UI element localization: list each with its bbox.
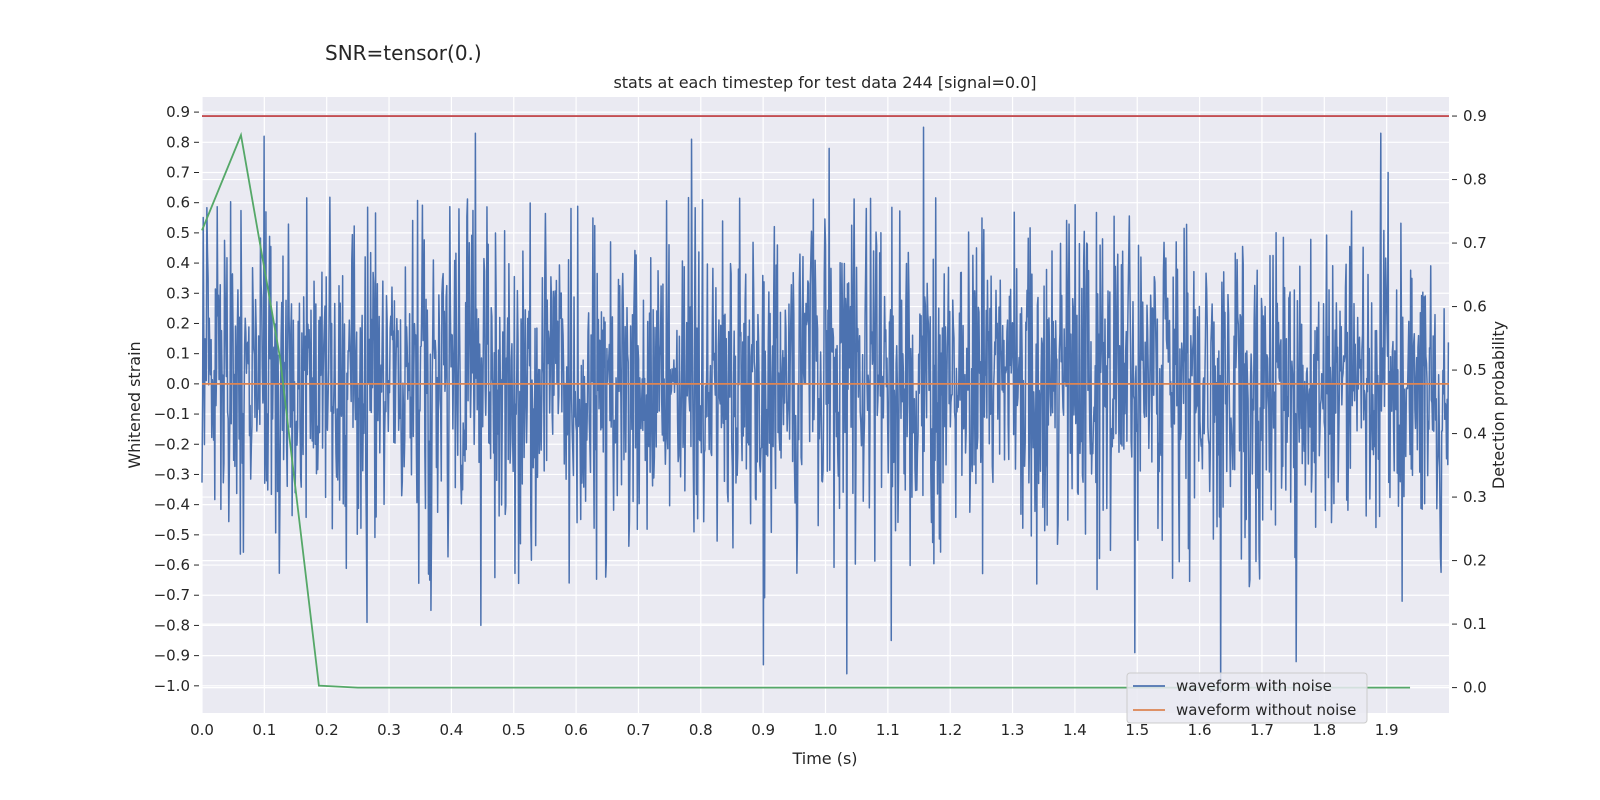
y-tick-label: 0.2 bbox=[166, 314, 190, 332]
y-tick-label: 0.7 bbox=[166, 163, 190, 181]
x-tick-label: 1.4 bbox=[1063, 721, 1087, 739]
y-tick-label: −0.1 bbox=[154, 405, 190, 423]
y-axis-left: 0.9 0.8 0.7 0.6 0.5 0.4 0.3 0.2 0.1 0.0 −0.1 −0.2 −0… bbox=[154, 103, 199, 695]
x-tick-label: 0.7 bbox=[627, 721, 651, 739]
legend-box bbox=[1126, 672, 1368, 724]
y2-tick-label: 0.7 bbox=[1463, 234, 1487, 252]
y-tick-label: 0.6 bbox=[166, 194, 190, 212]
x-tick-label: 0.8 bbox=[689, 721, 713, 739]
y-tick-label: −0.9 bbox=[154, 647, 190, 665]
y2-axis-label: Detection probability bbox=[1489, 321, 1508, 489]
y2-tick-label: 0.0 bbox=[1463, 679, 1487, 697]
y2-tick-label: 0.2 bbox=[1463, 552, 1487, 570]
x-tick-label: 1.5 bbox=[1125, 721, 1149, 739]
y2-tick-label: 0.9 bbox=[1463, 107, 1487, 125]
x-tick-label: 0.3 bbox=[377, 721, 401, 739]
y-tick-label: 0.4 bbox=[166, 254, 190, 272]
y2-tick-label: 0.6 bbox=[1463, 298, 1487, 316]
y2-tick-label: 0.4 bbox=[1463, 425, 1487, 443]
y-tick-label: 0.0 bbox=[166, 375, 190, 393]
legend-label-noise: waveform with noise bbox=[1176, 677, 1332, 695]
y-tick-label: −0.5 bbox=[154, 526, 190, 544]
x-tick-label: 0.1 bbox=[252, 721, 276, 739]
y-tick-label: 0.9 bbox=[166, 103, 190, 121]
x-axis: 0.0 0.1 0.2 0.3 0.4 0.5 0.6 0.7 0.8 0.9 1.0 1.1 1.2 1… bbox=[190, 721, 1399, 739]
y-tick-label: −0.4 bbox=[154, 496, 190, 514]
x-tick-label: 0.9 bbox=[751, 721, 775, 739]
x-tick-label: 1.2 bbox=[938, 721, 962, 739]
x-tick-label: 0.4 bbox=[439, 721, 463, 739]
y2-tick-label: 0.8 bbox=[1463, 171, 1487, 189]
legend-label-clean: waveform without noise bbox=[1176, 701, 1356, 719]
y-tick-label: 0.8 bbox=[166, 133, 190, 151]
y2-tick-label: 0.3 bbox=[1463, 488, 1487, 506]
x-tick-label: 1.1 bbox=[876, 721, 900, 739]
y-tick-label: −0.6 bbox=[154, 556, 190, 574]
x-tick-label: 1.7 bbox=[1250, 721, 1274, 739]
x-axis-label: Time (s) bbox=[791, 749, 857, 768]
y2-tick-label: 0.1 bbox=[1463, 615, 1487, 633]
y-tick-label: −0.7 bbox=[154, 586, 190, 604]
x-tick-label: 1.8 bbox=[1312, 721, 1336, 739]
y-tick-label: −0.8 bbox=[154, 616, 190, 634]
y-axis-right: 0.9 0.8 0.7 0.6 0.5 0.4 0.3 0.2 0.1 0.0 bbox=[1452, 107, 1487, 697]
x-tick-label: 1.0 bbox=[814, 721, 838, 739]
y-tick-label: 0.3 bbox=[166, 284, 190, 302]
series-waveform-with-noise bbox=[201, 126, 1450, 693]
x-tick-label: 1.9 bbox=[1375, 721, 1399, 739]
y-axis-label: Whitened strain bbox=[125, 341, 144, 468]
y-tick-label: 0.1 bbox=[166, 345, 190, 363]
y2-tick-label: 0.5 bbox=[1463, 361, 1487, 379]
x-tick-label: 1.3 bbox=[1001, 721, 1025, 739]
x-tick-label: 1.6 bbox=[1188, 721, 1212, 739]
chart-title: stats at each timestep for test data 244… bbox=[613, 73, 1036, 92]
y-tick-label: 0.5 bbox=[166, 224, 190, 242]
legend: waveform with noise waveform without noi… bbox=[1126, 672, 1368, 724]
x-tick-label: 0.6 bbox=[564, 721, 588, 739]
figure-suptitle: SNR=tensor(0.) bbox=[325, 41, 482, 65]
y-tick-label: −0.2 bbox=[154, 435, 190, 453]
x-tick-label: 0.5 bbox=[502, 721, 526, 739]
y-tick-label: −1.0 bbox=[154, 677, 190, 695]
x-tick-label: 0.2 bbox=[315, 721, 339, 739]
y-tick-label: −0.3 bbox=[154, 465, 190, 483]
series-layer bbox=[201, 115, 1450, 693]
x-tick-label: 0.0 bbox=[190, 721, 214, 739]
